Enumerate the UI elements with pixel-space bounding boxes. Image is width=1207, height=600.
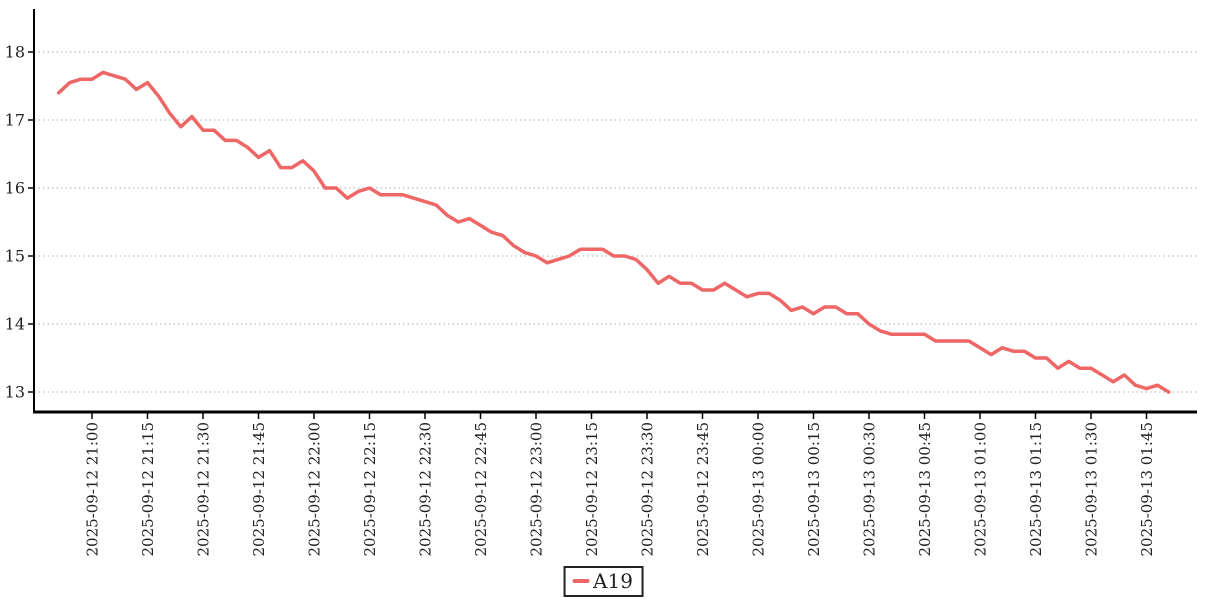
x-axis-tick-label: 2025-09-13 00:30 [861, 422, 879, 556]
x-axis-tick-label: 2025-09-12 21:00 [84, 422, 102, 556]
y-axis-tick-label: 17 [5, 111, 25, 130]
legend-label: A19 [593, 569, 633, 593]
axes [33, 9, 1197, 414]
legend: A19 [563, 566, 644, 597]
x-axis-tick-label: 2025-09-12 21:45 [250, 422, 268, 556]
x-axis-tick-label: 2025-09-12 23:30 [639, 422, 657, 556]
x-axis-tick-label: 2025-09-12 22:45 [472, 422, 490, 556]
x-axis-tick-label: 2025-09-12 23:45 [694, 422, 712, 556]
x-axis-tick-label: 2025-09-13 01:30 [1083, 422, 1101, 556]
legend-line-marker-icon [572, 579, 590, 583]
x-axis-tick-label: 2025-09-13 01:00 [972, 422, 990, 556]
x-axis-tick-label: 2025-09-12 22:00 [306, 422, 324, 556]
x-axis-tick-label: 2025-09-13 01:45 [1138, 422, 1156, 556]
x-axis-ticks [91, 413, 1148, 419]
y-axis-tick-label: 15 [5, 247, 25, 266]
x-axis-tick-label: 2025-09-12 22:30 [417, 422, 435, 556]
x-axis-tick-label: 2025-09-12 21:30 [195, 422, 213, 556]
y-axis-tick-label: 18 [5, 43, 25, 62]
series-lines [56, 70, 1171, 394]
y-axis-tick-label: 16 [5, 179, 25, 198]
x-axis-tick-label: 2025-09-12 23:15 [583, 422, 601, 556]
y-axis-labels: 13 14 15 16 17 18 [5, 43, 25, 402]
x-axis-tick-label: 2025-09-13 00:45 [916, 422, 934, 556]
x-axis-tick-label: 2025-09-13 01:15 [1027, 422, 1045, 556]
x-axis-tick-label: 2025-09-12 23:00 [528, 422, 546, 556]
gridlines [34, 51, 1197, 393]
y-axis-tick-label: 13 [5, 383, 25, 402]
y-axis-ticks [28, 51, 34, 393]
legend-item-a19[interactable]: A19 [563, 566, 644, 597]
x-axis-tick-label: 2025-09-12 21:15 [139, 422, 157, 556]
x-axis-tick-label: 2025-09-13 00:15 [805, 422, 823, 556]
x-axis-tick-label: 2025-09-12 22:15 [361, 422, 379, 556]
x-axis-tick-label: 2025-09-13 00:00 [750, 422, 768, 556]
y-axis-tick-label: 14 [5, 315, 25, 334]
x-axis-labels: 2025-09-12 21:00 2025-09-12 21:15 2025-09-… [84, 422, 1157, 556]
series-line-a19[interactable] [56, 70, 1171, 394]
